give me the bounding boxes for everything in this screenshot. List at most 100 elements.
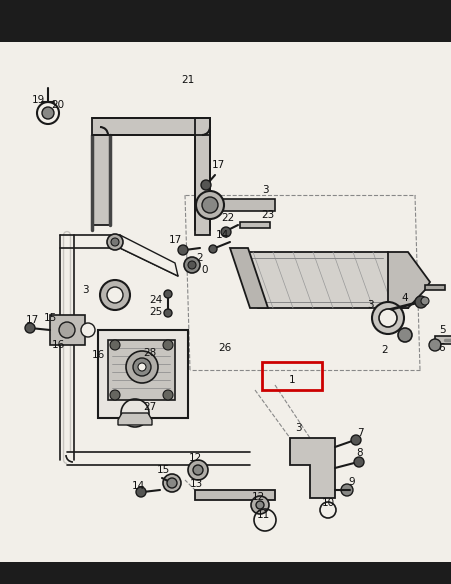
Polygon shape bbox=[118, 413, 152, 425]
Circle shape bbox=[188, 261, 196, 269]
Circle shape bbox=[397, 328, 411, 342]
Circle shape bbox=[371, 302, 403, 334]
Text: 26: 26 bbox=[218, 343, 231, 353]
Text: 22: 22 bbox=[221, 213, 234, 223]
Circle shape bbox=[133, 358, 151, 376]
Circle shape bbox=[42, 107, 54, 119]
Text: 25: 25 bbox=[149, 307, 162, 317]
Polygon shape bbox=[230, 248, 267, 308]
Circle shape bbox=[136, 487, 146, 497]
Circle shape bbox=[164, 290, 172, 298]
Text: 17: 17 bbox=[211, 160, 224, 170]
Polygon shape bbox=[387, 252, 429, 308]
Bar bbox=[0, 562, 451, 584]
Polygon shape bbox=[120, 235, 178, 276]
Circle shape bbox=[193, 465, 202, 475]
Bar bbox=[98, 330, 188, 418]
Text: 1: 1 bbox=[288, 375, 295, 385]
Circle shape bbox=[25, 323, 35, 333]
Polygon shape bbox=[434, 336, 451, 344]
Circle shape bbox=[178, 245, 188, 255]
Text: 17: 17 bbox=[168, 235, 181, 245]
Polygon shape bbox=[194, 118, 210, 235]
Circle shape bbox=[166, 478, 177, 488]
Bar bbox=[0, 0, 451, 42]
Text: 3: 3 bbox=[294, 423, 301, 433]
Text: 2: 2 bbox=[196, 253, 203, 263]
Text: 0: 0 bbox=[201, 265, 208, 275]
Text: 7: 7 bbox=[356, 428, 363, 438]
Text: 15: 15 bbox=[156, 465, 169, 475]
Circle shape bbox=[414, 296, 426, 308]
Polygon shape bbox=[108, 340, 175, 400]
Bar bbox=[0, 0, 451, 42]
Text: 11: 11 bbox=[256, 510, 269, 520]
Circle shape bbox=[208, 245, 216, 253]
Circle shape bbox=[378, 309, 396, 327]
Text: 21: 21 bbox=[181, 75, 194, 85]
Circle shape bbox=[164, 309, 172, 317]
Circle shape bbox=[350, 435, 360, 445]
Text: 17: 17 bbox=[25, 315, 38, 325]
Circle shape bbox=[202, 197, 217, 213]
Text: 6: 6 bbox=[438, 343, 444, 353]
Text: 14: 14 bbox=[215, 230, 228, 240]
Text: 19: 19 bbox=[31, 95, 45, 105]
Text: 10: 10 bbox=[321, 498, 334, 508]
Circle shape bbox=[81, 323, 95, 337]
Polygon shape bbox=[194, 490, 274, 500]
Text: 12: 12 bbox=[251, 492, 264, 502]
Text: 3: 3 bbox=[366, 300, 373, 310]
Polygon shape bbox=[424, 285, 444, 290]
Text: 16: 16 bbox=[91, 350, 104, 360]
Circle shape bbox=[163, 474, 180, 492]
Polygon shape bbox=[290, 438, 334, 498]
Text: 13: 13 bbox=[189, 479, 202, 489]
Polygon shape bbox=[92, 135, 110, 225]
Text: 14: 14 bbox=[131, 481, 144, 491]
Text: 4: 4 bbox=[401, 293, 407, 303]
Circle shape bbox=[110, 390, 120, 400]
Bar bbox=[262, 362, 321, 390]
Circle shape bbox=[163, 340, 173, 350]
Circle shape bbox=[184, 257, 199, 273]
Text: 16: 16 bbox=[51, 340, 64, 350]
Circle shape bbox=[201, 180, 211, 190]
Text: 3: 3 bbox=[261, 185, 268, 195]
Text: 5: 5 bbox=[439, 325, 445, 335]
Text: 15: 15 bbox=[43, 313, 56, 323]
Text: 2: 2 bbox=[381, 345, 387, 355]
Text: 23: 23 bbox=[261, 210, 274, 220]
Polygon shape bbox=[238, 252, 407, 308]
Bar bbox=[0, 562, 451, 584]
Circle shape bbox=[100, 280, 130, 310]
Polygon shape bbox=[67, 452, 249, 465]
Circle shape bbox=[107, 234, 123, 250]
Circle shape bbox=[138, 363, 146, 371]
Circle shape bbox=[428, 339, 440, 351]
Polygon shape bbox=[239, 222, 269, 228]
Text: 28: 28 bbox=[143, 348, 156, 358]
Circle shape bbox=[111, 238, 119, 246]
Circle shape bbox=[107, 287, 123, 303]
Circle shape bbox=[196, 191, 224, 219]
Text: 3: 3 bbox=[82, 285, 88, 295]
Circle shape bbox=[420, 297, 428, 305]
Circle shape bbox=[110, 340, 120, 350]
Circle shape bbox=[353, 457, 363, 467]
Text: 24: 24 bbox=[149, 295, 162, 305]
Circle shape bbox=[163, 390, 173, 400]
Polygon shape bbox=[210, 199, 274, 211]
Text: 8: 8 bbox=[356, 448, 363, 458]
Polygon shape bbox=[92, 118, 210, 135]
Text: 9: 9 bbox=[348, 477, 354, 487]
Circle shape bbox=[188, 460, 207, 480]
Text: 12: 12 bbox=[188, 453, 201, 463]
Circle shape bbox=[250, 496, 268, 514]
Circle shape bbox=[340, 484, 352, 496]
Text: 20: 20 bbox=[51, 100, 64, 110]
Text: 27: 27 bbox=[143, 402, 156, 412]
Polygon shape bbox=[50, 315, 85, 345]
Circle shape bbox=[126, 351, 158, 383]
Circle shape bbox=[255, 501, 263, 509]
